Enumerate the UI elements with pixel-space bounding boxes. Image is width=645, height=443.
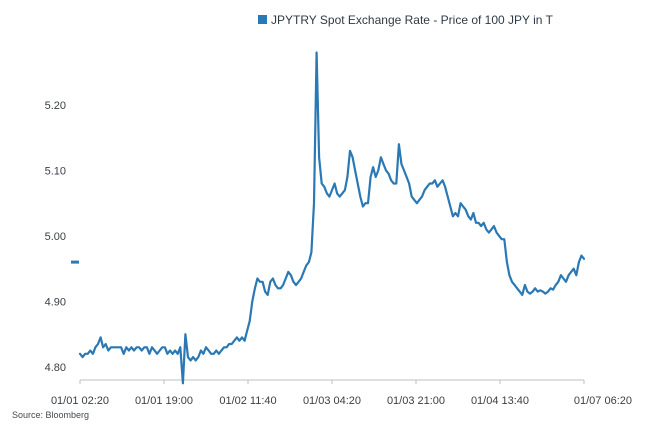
y-axis: 4.80 4.90 5.00 5.10 5.20 [45,100,66,374]
series-line [78,51,586,385]
x-tick-label: 01/03 21:00 [387,395,445,407]
y-tick-label: 5.10 [45,165,66,177]
legend-swatch [258,15,267,24]
x-tick-label: 01/04 13:40 [471,395,529,407]
legend-label: JPYTRY Spot Exchange Rate - Price of 100… [271,13,554,27]
y-tick-label: 5.00 [45,231,66,243]
x-tick-label: 01/03 04:20 [303,395,361,407]
x-tick-label: 01/01 02:20 [51,395,109,407]
x-tick-label: 01/02 11:40 [219,395,276,407]
current-value-marker [71,260,79,264]
x-tick-label: 01/01 19:00 [135,395,193,407]
x-tick-label: 01/07 06:20 [574,395,632,407]
legend: JPYTRY Spot Exchange Rate - Price of 100… [258,13,554,27]
y-tick-label: 5.20 [45,100,66,112]
y-tick-label: 4.90 [45,296,66,308]
source-label: Source: Bloomberg [12,410,89,420]
x-axis: 01/01 02:20 01/01 19:00 01/02 11:40 01/03 0… [51,380,632,407]
y-tick-label: 4.80 [45,362,66,374]
